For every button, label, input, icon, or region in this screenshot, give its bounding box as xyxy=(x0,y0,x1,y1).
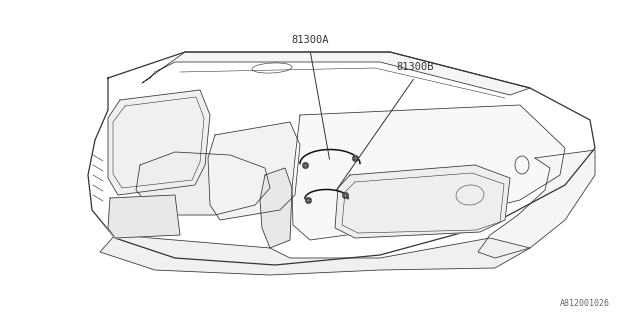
Polygon shape xyxy=(208,122,300,220)
Polygon shape xyxy=(100,235,530,275)
Polygon shape xyxy=(478,150,595,258)
Text: 81300B: 81300B xyxy=(396,62,434,72)
Text: A812001026: A812001026 xyxy=(560,299,610,308)
Polygon shape xyxy=(108,90,210,195)
Text: 81300A: 81300A xyxy=(291,35,329,45)
Polygon shape xyxy=(292,105,565,240)
Polygon shape xyxy=(108,195,180,238)
Polygon shape xyxy=(88,52,595,265)
Polygon shape xyxy=(260,168,292,248)
Polygon shape xyxy=(335,165,510,238)
Polygon shape xyxy=(136,152,270,215)
Polygon shape xyxy=(142,52,530,95)
